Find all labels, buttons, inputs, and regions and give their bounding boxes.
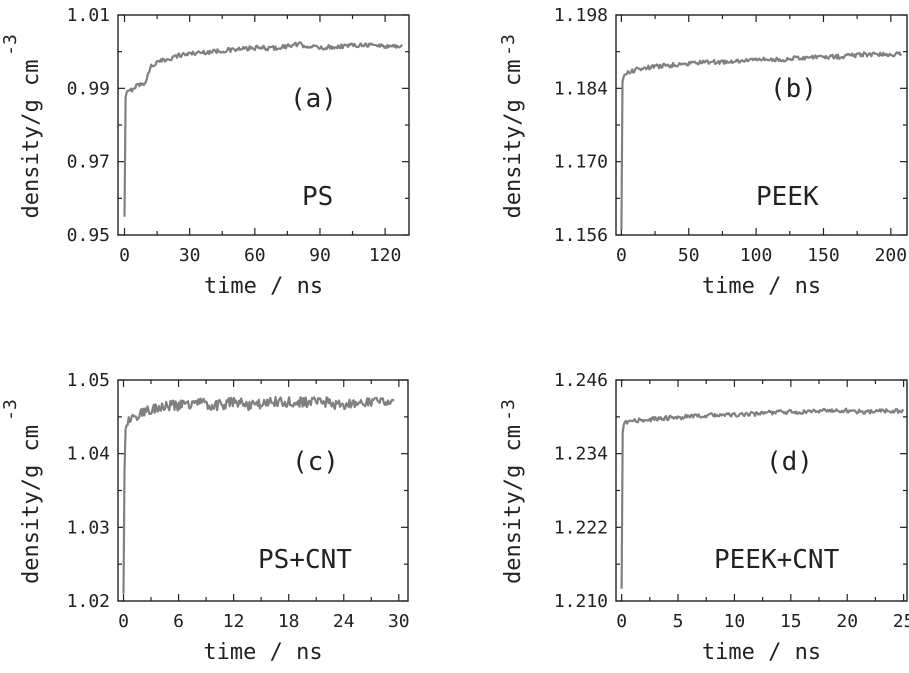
panel-c: 1.02 1.03 1.04 1.05 0 6 12 18 24 30 time / ns densi…: [0, 370, 410, 665]
panel-label: (d): [766, 447, 813, 477]
panel-b: 1.156 1.170 1.184 1.198 0 50 100 150 200 time / n…: [498, 5, 908, 299]
y-tick-label: 1.156: [554, 225, 608, 246]
y-axis-label-exponent: -3: [498, 34, 519, 56]
y-axis-label: density/g cm: [501, 425, 526, 584]
x-axis-label: time / ns: [204, 274, 323, 299]
system-annotation: PEEK: [756, 182, 819, 212]
x-tick-label: 10: [724, 611, 746, 632]
x-tick-label: 25: [893, 611, 909, 632]
panel-label: (b): [770, 74, 817, 104]
density-series-line: [620, 51, 902, 230]
x-tick-label: 12: [223, 611, 245, 632]
y-tick-label: 0.95: [67, 225, 110, 246]
x-tick-label: 0: [616, 611, 627, 632]
x-tick-label: 30: [388, 611, 410, 632]
x-axis-label: time / ns: [203, 640, 322, 665]
y-tick-label: 1.02: [67, 591, 110, 612]
x-tick-label: 15: [780, 611, 802, 632]
y-tick-label: 1.05: [67, 370, 110, 391]
panel-a: 0.95 0.97 0.99 1.01 0 30 60 90 120 time / ns densi…: [0, 5, 410, 299]
x-tick-label: 24: [333, 611, 355, 632]
density-series-line: [620, 407, 905, 589]
x-tick-label: 30: [179, 245, 201, 266]
x-tick-label: 0: [119, 245, 130, 266]
y-axis-label: density/g cm: [501, 60, 526, 219]
panel-label: (a): [290, 84, 337, 114]
x-tick-label: 20: [836, 611, 858, 632]
y-axis-label-exponent: -3: [0, 34, 21, 56]
system-annotation: PS+CNT: [258, 545, 352, 575]
panel-label: (c): [292, 447, 339, 477]
y-tick-label: 1.04: [67, 444, 110, 465]
x-tick-label: 150: [807, 245, 840, 266]
x-tick-label: 120: [369, 245, 402, 266]
density-series-line: [122, 396, 395, 594]
y-tick-label: 1.03: [67, 517, 110, 538]
density-series-line: [123, 41, 404, 217]
x-tick-label: 50: [678, 245, 700, 266]
x-tick-label: 60: [244, 245, 266, 266]
x-tick-label: 200: [875, 245, 908, 266]
y-axis-label-exponent: -3: [498, 399, 519, 421]
y-tick-label: 1.198: [554, 5, 608, 26]
y-tick-label: 1.170: [554, 152, 608, 173]
y-tick-label: 1.246: [554, 370, 608, 391]
y-axis-label-exponent: -3: [0, 399, 21, 421]
y-tick-label: 1.222: [554, 517, 608, 538]
y-tick-label: 1.01: [67, 5, 110, 26]
y-tick-label: 1.234: [554, 444, 608, 465]
x-tick-label: 90: [309, 245, 331, 266]
system-annotation: PEEK+CNT: [714, 545, 840, 575]
x-tick-label: 18: [278, 611, 300, 632]
y-tick-label: 1.210: [554, 591, 608, 612]
x-tick-label: 5: [673, 611, 684, 632]
y-tick-label: 0.99: [67, 78, 110, 99]
x-tick-label: 0: [616, 245, 627, 266]
y-tick-label: 1.184: [554, 78, 608, 99]
x-axis-label: time / ns: [702, 640, 821, 665]
y-tick-label: 0.97: [67, 152, 110, 173]
x-tick-label: 0: [118, 611, 129, 632]
panel-d: 1.210 1.222 1.234 1.246 0 5 10 15 20 25 time / ns d…: [498, 370, 909, 665]
x-tick-label: 100: [740, 245, 773, 266]
x-tick-label: 6: [173, 611, 184, 632]
y-axis-label: density/g cm: [19, 425, 44, 584]
system-annotation: PS: [302, 182, 333, 212]
x-axis-label: time / ns: [702, 274, 821, 299]
y-axis-label: density/g cm: [19, 60, 44, 219]
